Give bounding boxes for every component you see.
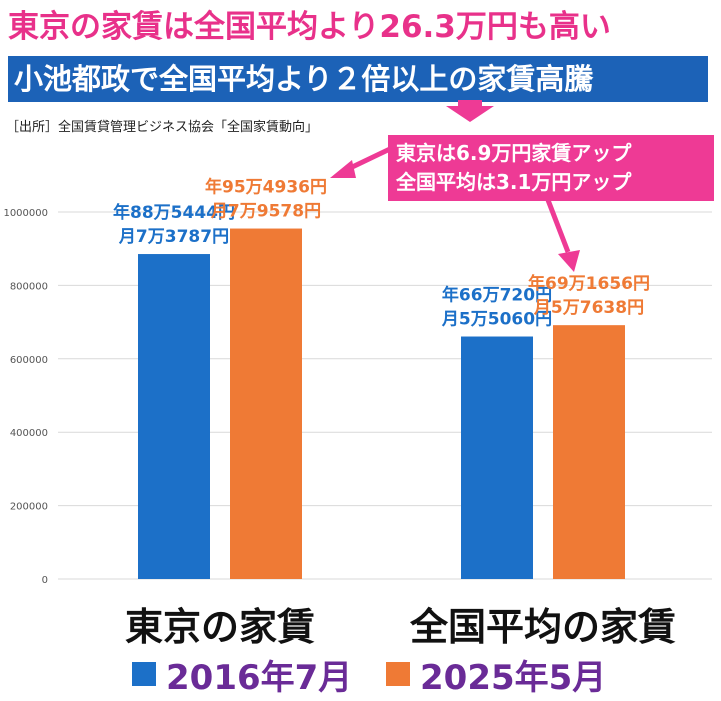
legend-label-2025: 2025年5月 — [420, 657, 607, 698]
callout-line-2: 全国平均は3.1万円アップ — [396, 170, 632, 194]
data-label: 年69万1656円 — [528, 273, 650, 294]
data-label: 月5万5060円 — [441, 310, 552, 330]
y-tick-label: 800000 — [10, 281, 48, 292]
data-label: 月7万9578円 — [210, 202, 321, 222]
y-tick-label: 200000 — [10, 502, 48, 513]
legend-swatch-orange — [386, 662, 410, 686]
bar — [553, 325, 625, 579]
data-label: 年88万5444円 — [113, 202, 235, 223]
callout-line-1: 東京は6.9万円家賃アップ — [396, 141, 632, 165]
legend-item-2025: 2025年5月 — [386, 652, 607, 698]
page-subtitle: 小池都政で全国平均より２倍以上の家賃高騰 — [8, 56, 708, 102]
legend-label-2016: 2016年7月 — [166, 657, 353, 698]
callout-arrow-head-icon — [558, 250, 580, 272]
callout-arrow-head-icon — [330, 160, 356, 178]
y-tick-label: 400000 — [10, 428, 48, 439]
y-tick-label: 0 — [42, 575, 48, 586]
axis-labels: 0 200000 400000 600000 800000 1000000 東京の家賃 全国平… — [3, 208, 676, 649]
callout-arrows — [330, 100, 580, 272]
page-title: 東京の家賃は全国平均より26.3万円も高い — [8, 9, 611, 45]
callout-arrow-line — [545, 199, 571, 253]
down-arrow-icon — [446, 100, 494, 122]
bar — [461, 336, 533, 579]
callout-arrow-line — [344, 145, 394, 173]
callout-box: 東京は6.9万円家賃アップ 全国平均は3.1万円アップ — [388, 135, 714, 201]
category-label: 東京の家賃 — [125, 605, 315, 649]
y-tick-label: 600000 — [10, 355, 48, 366]
bar — [138, 254, 210, 579]
bars — [138, 228, 625, 579]
data-label: 年66万720円 — [442, 285, 552, 306]
legend-swatch-blue — [132, 662, 156, 686]
category-label: 全国平均の家賃 — [409, 605, 676, 649]
legend-item-2016: 2016年7月 — [132, 652, 353, 698]
source-note: ［出所］全国賃貸管理ビジネス協会「全国家賃動向」 — [6, 120, 319, 135]
bar — [230, 228, 302, 579]
data-label: 月5万7638円 — [533, 298, 644, 318]
data-label: 月7万3787円 — [118, 227, 229, 247]
y-tick-label: 1000000 — [3, 208, 48, 219]
data-label: 年95万4936円 — [205, 177, 327, 198]
